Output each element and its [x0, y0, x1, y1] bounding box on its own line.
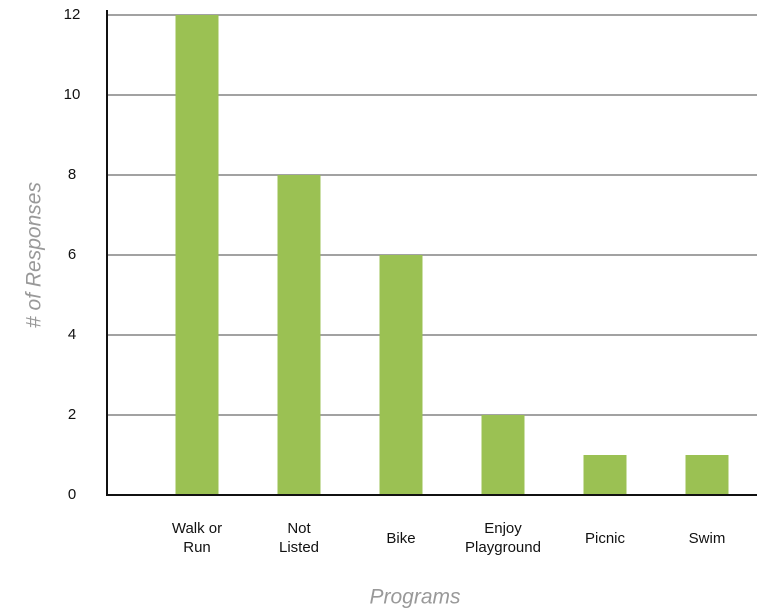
y-tick-label: 0: [68, 486, 76, 503]
bar: [379, 255, 423, 495]
x-axis-title: Programs: [369, 586, 461, 609]
y-tick-label: 4: [68, 326, 76, 343]
bar: [583, 455, 627, 495]
x-tick-label: Enjoy Playground: [465, 520, 541, 556]
x-tick-label: Walk or Run: [171, 520, 223, 556]
x-tick-label: Bike: [386, 529, 416, 547]
y-tick-label: 2: [68, 406, 76, 423]
y-axis-title: # of Responses: [23, 182, 46, 328]
y-tick-label: 12: [64, 6, 81, 23]
y-tick-label: 8: [68, 166, 76, 183]
bar: [277, 175, 321, 495]
x-tick-label: Not Listed: [278, 520, 320, 556]
x-tick-label: Swim: [688, 529, 726, 547]
bar: [685, 455, 729, 495]
y-tick-label: 6: [68, 246, 76, 263]
bar: [481, 415, 525, 495]
x-tick-label: Picnic: [584, 529, 625, 547]
y-tick-label: 10: [64, 86, 81, 103]
bar: [175, 15, 219, 495]
